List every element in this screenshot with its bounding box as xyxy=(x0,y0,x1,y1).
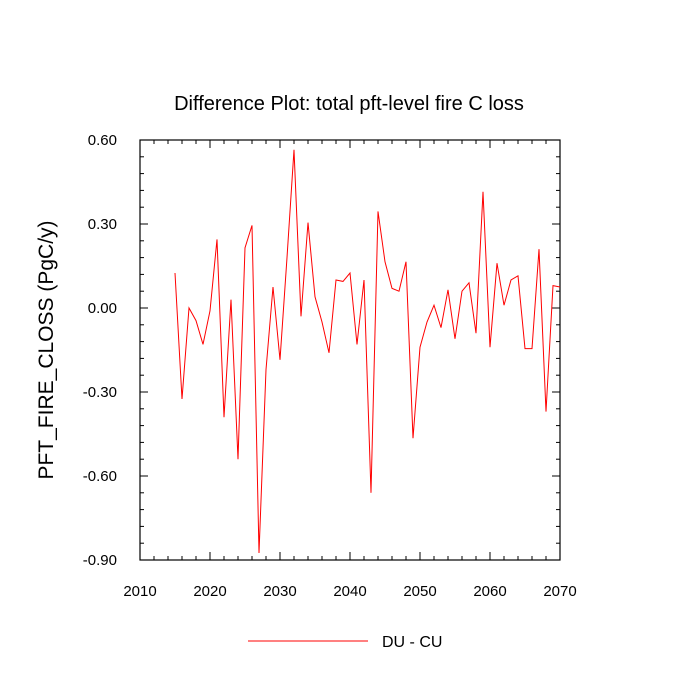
axis-tick-labels: 2010 2020 2030 2040 2050 2060 2070 0.60 0.30 0.00… xyxy=(83,132,577,600)
x-tick-label: 2030 xyxy=(263,583,296,600)
legend: DU - CU xyxy=(248,634,442,651)
axis-ticks xyxy=(139,139,561,561)
legend-label: DU - CU xyxy=(382,634,442,651)
x-tick-label: 2040 xyxy=(333,583,366,600)
y-tick-label: -0.60 xyxy=(83,468,117,485)
series-group xyxy=(174,149,561,554)
y-axis-label: PFT_FIRE_CLOSS (PgC/y) xyxy=(35,220,58,479)
y-tick-label: -0.90 xyxy=(83,552,117,569)
y-tick-label: 0.60 xyxy=(88,132,117,149)
x-tick-label: 2060 xyxy=(473,583,506,600)
x-tick-label: 2010 xyxy=(123,583,156,600)
x-tick-label: 2070 xyxy=(543,583,576,600)
x-tick-label: 2020 xyxy=(193,583,226,600)
series-line xyxy=(174,149,561,554)
plot-frame xyxy=(139,139,561,561)
y-tick-label: 0.00 xyxy=(88,300,117,317)
y-tick-label: -0.30 xyxy=(83,384,117,401)
chart-title: Difference Plot: total pft-level fire C … xyxy=(174,93,524,115)
x-tick-label: 2050 xyxy=(403,583,436,600)
y-tick-label: 0.30 xyxy=(88,216,117,233)
